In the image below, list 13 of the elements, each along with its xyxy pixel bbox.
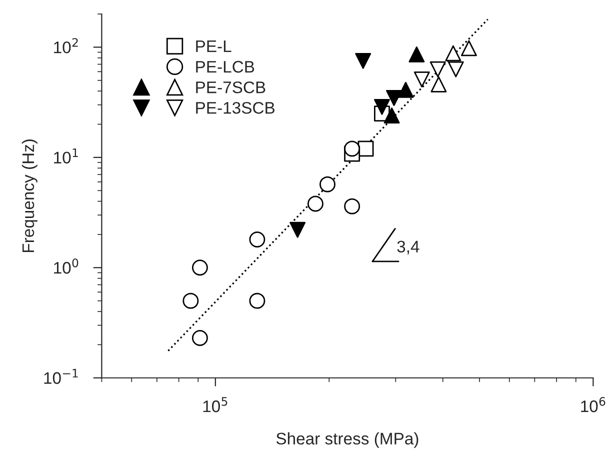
y-tick-label: 10$^{0}$ — [54, 258, 78, 274]
legend-label: PE-LCB — [196, 60, 254, 73]
x-tick-label: 10$^{6}$ — [581, 397, 606, 412]
x-tick-label: 10$^{5}$ — [203, 397, 228, 412]
y-tick-label: 10$^{1}$ — [54, 148, 78, 164]
legend-label: PE-L — [196, 40, 232, 52]
legend-label: PE-7SCB — [196, 81, 266, 94]
legend-label: PE-13SCB — [196, 102, 274, 114]
y-tick-label: 10$^{2}$ — [54, 38, 78, 54]
y-axis-title: Frequency (Hz) — [22, 140, 38, 252]
y-tick-label: 10$^{−1}$ — [44, 368, 78, 384]
annotation: 3,4 — [397, 240, 420, 254]
x-axis-title: Shear stress (MPa) — [276, 432, 418, 448]
